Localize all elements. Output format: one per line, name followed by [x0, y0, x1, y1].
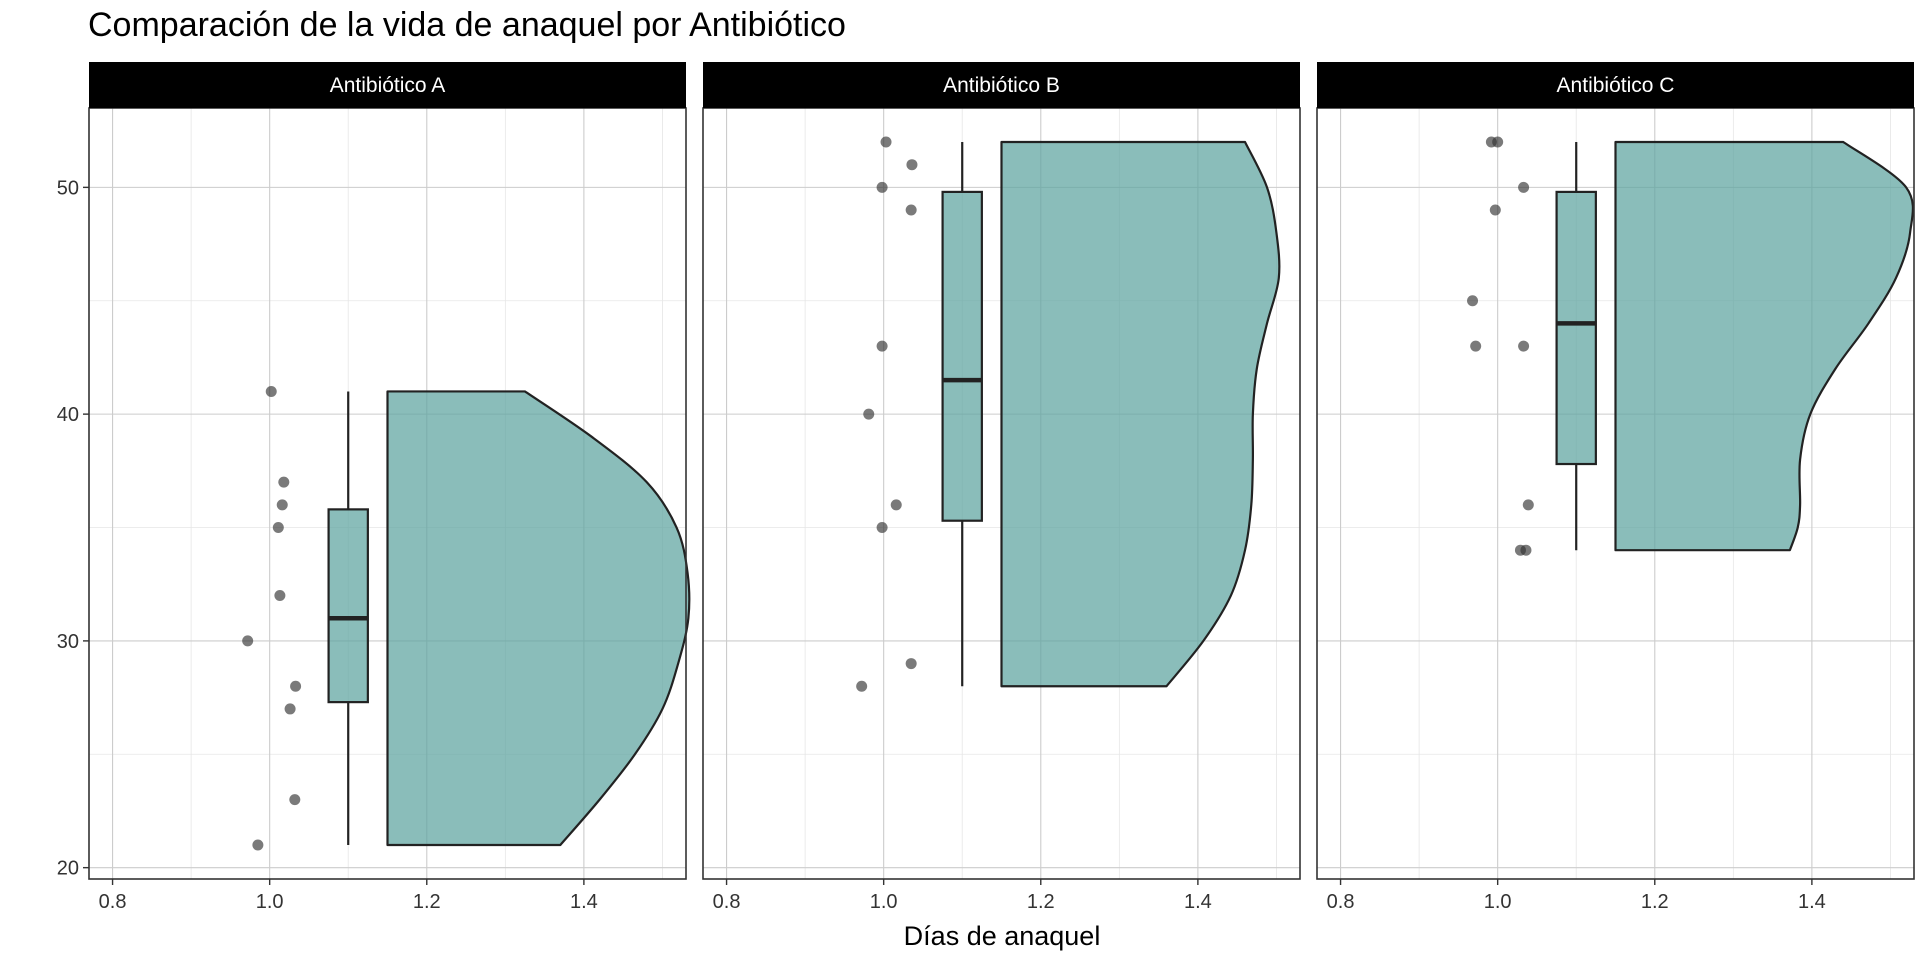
facet-strip [1317, 62, 1914, 108]
x-tick-label-1.4: 1.4 [1798, 891, 1826, 913]
y-tick-label-50: 50 [57, 177, 79, 199]
data-point [876, 522, 888, 534]
data-point [876, 181, 888, 193]
data-point [272, 522, 284, 534]
y-tick-label-40: 40 [57, 404, 79, 426]
data-point [905, 204, 917, 216]
data-point [1467, 295, 1479, 307]
y-tick-label-20: 20 [57, 858, 79, 880]
data-point [856, 680, 868, 692]
data-point [1492, 136, 1504, 148]
x-tick-label-0.8: 0.8 [1327, 891, 1355, 913]
data-point [880, 136, 892, 148]
x-tick-label-1.2: 1.2 [1027, 891, 1055, 913]
data-point [1520, 544, 1532, 556]
data-point [1518, 181, 1530, 193]
data-point [1470, 340, 1482, 352]
data-point [274, 590, 286, 602]
x-tick-label-0.8: 0.8 [713, 891, 741, 913]
box-iqr [327, 508, 369, 704]
data-point [906, 159, 918, 171]
x-tick-label-1.0: 1.0 [870, 891, 898, 913]
facet-panel-2: Antibiótico B 0.8 1.0 1.2 1.4 [702, 62, 1301, 913]
x-tick-label-0.8: 0.8 [99, 891, 127, 913]
data-point [905, 658, 917, 670]
facet-strip-label: Antibiótico B [943, 74, 1060, 97]
data-point [890, 499, 902, 511]
x-tick-label-1.4: 1.4 [570, 891, 598, 913]
data-point [1489, 204, 1501, 216]
facet-strip-label: Antibiótico A [330, 74, 446, 97]
x-tick-label-1.0: 1.0 [256, 891, 284, 913]
facet-panel-1: Antibiótico A 0.8 1.0 1.2 1.4 [88, 62, 691, 913]
box-iqr [1555, 190, 1597, 466]
data-point [252, 839, 264, 851]
x-tick-label-1.0: 1.0 [1484, 891, 1512, 913]
box-iqr [941, 190, 983, 522]
data-point [876, 340, 888, 352]
data-point [284, 703, 296, 715]
data-point [278, 476, 290, 488]
data-point [1522, 499, 1534, 511]
data-point [276, 499, 288, 511]
facet-panel-3: Antibiótico C 0.8 1.0 1.2 1.4 [1316, 62, 1915, 913]
half-violin [1000, 140, 1281, 688]
facet-strip [89, 62, 686, 108]
x-axis-title: Días de anaquel [904, 921, 1101, 951]
facet-strip [703, 62, 1300, 108]
y-tick-label-30: 30 [57, 631, 79, 653]
half-violin [386, 390, 691, 847]
data-point [863, 408, 875, 420]
data-point [289, 794, 301, 806]
chart-title: Comparación de la vida de anaquel por An… [88, 6, 846, 44]
half-violin [1614, 140, 1915, 552]
data-point [242, 635, 254, 647]
data-point [1518, 340, 1530, 352]
facet-strip-label: Antibiótico C [1557, 74, 1675, 97]
data-point [290, 680, 302, 692]
x-tick-label-1.4: 1.4 [1184, 891, 1212, 913]
data-point [265, 385, 277, 397]
x-tick-label-1.2: 1.2 [1641, 891, 1669, 913]
x-tick-label-1.2: 1.2 [413, 891, 441, 913]
